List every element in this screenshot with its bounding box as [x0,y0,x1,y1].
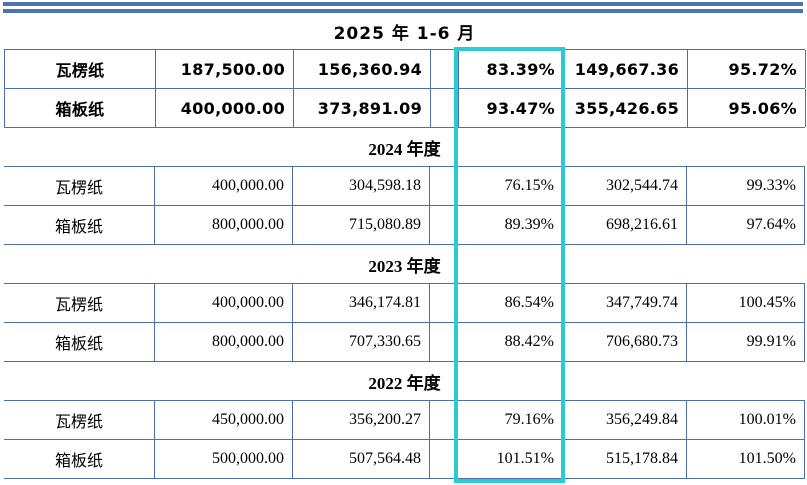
value-cell: 355,426.65 [564,89,688,127]
section-header-label: 2025 年 1-6 月 [333,23,476,44]
value-cell: 400,000.00 [155,167,293,205]
spacer-cell [430,284,458,322]
value-cell: 706,680.73 [563,323,687,361]
table-row: 箱板纸 500,000.00 507,564.48 101.51% 515,17… [4,440,805,479]
value-cell: 347,749.74 [563,284,687,322]
production-sales-table: 2025 年 1-6 月 瓦楞纸 187,500.00 156,360.94 8… [4,13,806,479]
percent-cell: 99.33% [687,167,805,205]
value-cell: 346,174.81 [293,284,430,322]
product-name-cell: 瓦楞纸 [4,167,155,205]
percent-cell: 86.54% [458,284,563,322]
section-header-2024: 2024 年度 [4,128,805,167]
product-name-cell: 箱板纸 [4,323,155,361]
value-cell: 507,564.48 [293,440,430,478]
value-cell: 500,000.00 [155,440,293,478]
spacer-cell [431,50,459,88]
spacer-cell [430,440,458,478]
percent-cell: 88.42% [458,323,563,361]
value-cell: 356,200.27 [293,401,430,439]
percent-cell: 89.39% [458,206,563,244]
section-header-2022: 2022 年度 [4,362,805,401]
percent-cell: 97.64% [687,206,805,244]
value-cell: 698,216.61 [563,206,687,244]
percent-cell: 101.51% [458,440,563,478]
percent-cell: 99.91% [687,323,805,361]
value-cell: 187,500.00 [156,50,294,88]
value-cell: 302,544.74 [563,167,687,205]
value-cell: 400,000.00 [155,284,293,322]
value-cell: 156,360.94 [294,50,431,88]
section-header-2023: 2023 年度 [4,245,805,284]
product-name-cell: 箱板纸 [4,206,155,244]
value-cell: 356,249.84 [563,401,687,439]
section-header-label: 2022 年度 [368,373,441,393]
percent-cell: 95.06% [688,89,806,127]
spacer-cell [430,323,458,361]
spacer-cell [430,167,458,205]
percent-cell: 79.16% [458,401,563,439]
value-cell: 149,667.36 [564,50,688,88]
table-row: 瓦楞纸 187,500.00 156,360.94 83.39% 149,667… [4,50,806,89]
value-cell: 800,000.00 [155,206,293,244]
percent-cell: 93.47% [459,89,564,127]
product-name-cell: 瓦楞纸 [4,284,155,322]
percent-cell: 83.39% [459,50,564,88]
table-row: 箱板纸 400,000.00 373,891.09 93.47% 355,426… [4,89,806,128]
top-double-rule-lower [3,9,803,13]
percent-cell: 76.15% [458,167,563,205]
value-cell: 304,598.18 [293,167,430,205]
section-header-label: 2024 年度 [368,139,441,159]
table-row: 瓦楞纸 400,000.00 304,598.18 76.15% 302,544… [4,167,805,206]
value-cell: 373,891.09 [294,89,431,127]
percent-cell: 101.50% [687,440,805,478]
spacer-cell [430,401,458,439]
percent-cell: 95.72% [688,50,806,88]
percent-cell: 100.45% [687,284,805,322]
product-name-cell: 箱板纸 [5,89,156,127]
top-double-rule-upper [3,2,803,6]
value-cell: 450,000.00 [155,401,293,439]
product-name-cell: 瓦楞纸 [4,401,155,439]
product-name-cell: 瓦楞纸 [5,50,156,88]
section-header-label: 2023 年度 [368,256,441,276]
table-row: 箱板纸 800,000.00 707,330.65 88.42% 706,680… [4,323,805,362]
table-row: 瓦楞纸 400,000.00 346,174.81 86.54% 347,749… [4,284,805,323]
value-cell: 707,330.65 [293,323,430,361]
value-cell: 715,080.89 [293,206,430,244]
section-header-2025: 2025 年 1-6 月 [4,13,805,50]
value-cell: 800,000.00 [155,323,293,361]
value-cell: 400,000.00 [156,89,294,127]
product-name-cell: 箱板纸 [4,440,155,478]
spacer-cell [431,89,459,127]
spacer-cell [430,206,458,244]
percent-cell: 100.01% [687,401,805,439]
table-row: 箱板纸 800,000.00 715,080.89 89.39% 698,216… [4,206,805,245]
table-row: 瓦楞纸 450,000.00 356,200.27 79.16% 356,249… [4,401,805,440]
value-cell: 515,178.84 [563,440,687,478]
